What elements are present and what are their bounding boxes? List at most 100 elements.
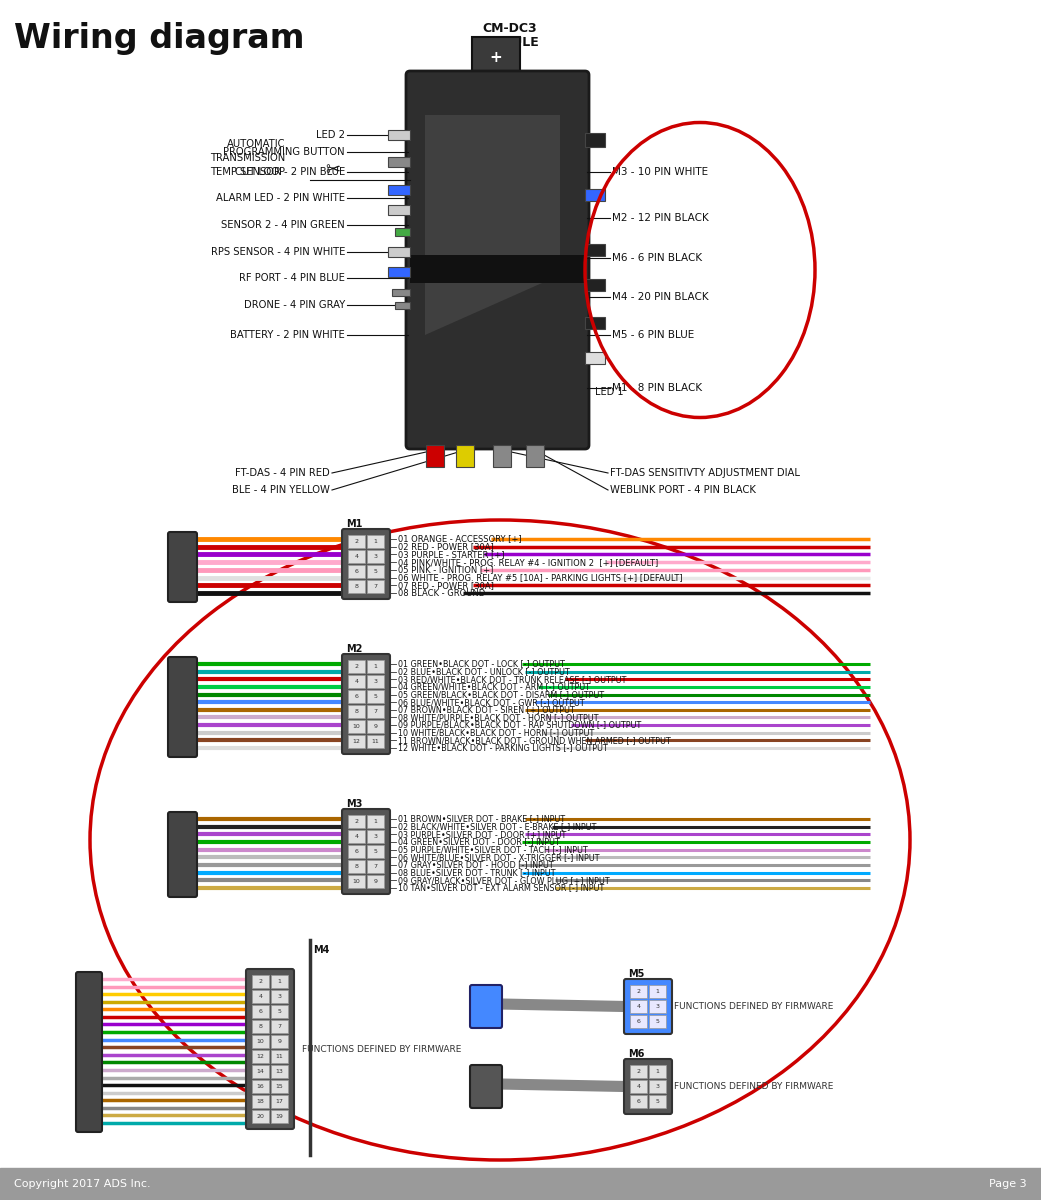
Text: M4: M4 — [313, 946, 329, 955]
Text: 5: 5 — [656, 1019, 659, 1024]
Text: Page 3: Page 3 — [989, 1178, 1027, 1189]
Text: M1: M1 — [346, 518, 362, 529]
Text: 6: 6 — [355, 850, 358, 854]
Bar — [271, 1094, 288, 1108]
Text: FUNCTIONS DEFINED BY FIRMWARE: FUNCTIONS DEFINED BY FIRMWARE — [674, 1082, 834, 1091]
Text: 06 WHITE - PROG. RELAY #5 [10A] - PARKING LIGHTS [+] [DEFAULT]: 06 WHITE - PROG. RELAY #5 [10A] - PARKIN… — [398, 574, 683, 582]
Text: M6: M6 — [628, 1049, 644, 1058]
FancyBboxPatch shape — [246, 970, 294, 1129]
Text: 5: 5 — [656, 1099, 659, 1104]
FancyBboxPatch shape — [342, 654, 390, 754]
Bar — [367, 734, 384, 748]
Text: FT-DAS - 4 PIN RED: FT-DAS - 4 PIN RED — [235, 468, 330, 478]
Text: 18: 18 — [257, 1099, 264, 1104]
Text: 11 BROWN/BLACK•BLACK DOT - GROUND WHEN ARMED [-] OUTPUT: 11 BROWN/BLACK•BLACK DOT - GROUND WHEN A… — [398, 736, 670, 745]
Bar — [649, 985, 666, 998]
Text: 05 GREEN/BLACK•BLACK DOT - DISARM [-] OUTPUT: 05 GREEN/BLACK•BLACK DOT - DISARM [-] OU… — [398, 690, 604, 700]
Bar — [348, 580, 365, 593]
Text: Wiring diagram: Wiring diagram — [14, 22, 305, 55]
Bar — [388, 185, 410, 194]
Text: CM-DC3: CM-DC3 — [483, 22, 537, 35]
Text: AUTOMATIC
TRANSMISSION
CUT LOOP: AUTOMATIC TRANSMISSION CUT LOOP — [209, 139, 285, 176]
Bar — [348, 660, 365, 673]
Bar — [585, 278, 605, 290]
Text: 11: 11 — [276, 1054, 283, 1058]
Bar — [395, 228, 410, 236]
Text: 02 RED - POWER [30A]: 02 RED - POWER [30A] — [398, 542, 493, 551]
Text: 10: 10 — [257, 1039, 264, 1044]
Bar — [585, 352, 605, 364]
Text: 01 BROWN•SILVER DOT - BRAKE [-] INPUT: 01 BROWN•SILVER DOT - BRAKE [-] INPUT — [398, 815, 565, 823]
Bar — [367, 845, 384, 858]
Bar — [367, 535, 384, 548]
Text: BLE - 4 PIN YELLOW: BLE - 4 PIN YELLOW — [232, 485, 330, 494]
Text: RF PORT - 4 PIN BLUE: RF PORT - 4 PIN BLUE — [239, 272, 345, 283]
Text: 10: 10 — [353, 724, 360, 728]
Text: 6: 6 — [258, 1009, 262, 1014]
Text: 5: 5 — [374, 850, 378, 854]
Text: 7: 7 — [374, 584, 378, 589]
Bar — [252, 1110, 269, 1123]
FancyBboxPatch shape — [406, 71, 589, 449]
Text: 6: 6 — [355, 569, 358, 574]
Bar — [348, 734, 365, 748]
Bar — [630, 1066, 648, 1078]
Text: LED 2: LED 2 — [316, 130, 345, 140]
Bar — [348, 535, 365, 548]
Bar — [252, 1020, 269, 1033]
Text: 1: 1 — [374, 539, 378, 544]
Text: 02 BLUE•BLACK DOT - UNLOCK [-] OUTPUT: 02 BLUE•BLACK DOT - UNLOCK [-] OUTPUT — [398, 667, 569, 676]
FancyBboxPatch shape — [168, 532, 197, 602]
Text: 4: 4 — [636, 1004, 640, 1009]
Bar — [493, 445, 511, 467]
Bar — [367, 875, 384, 888]
Bar — [252, 974, 269, 988]
Text: 04 PINK/WHITE - PROG. RELAY #4 - IGNITION 2  [+] [DEFAULT]: 04 PINK/WHITE - PROG. RELAY #4 - IGNITIO… — [398, 558, 658, 566]
Bar — [252, 1006, 269, 1018]
Bar — [348, 860, 365, 874]
FancyBboxPatch shape — [342, 529, 390, 599]
Text: 7: 7 — [374, 864, 378, 869]
Bar — [271, 974, 288, 988]
Text: M3: M3 — [346, 799, 362, 809]
Text: 2: 2 — [636, 989, 640, 994]
Bar — [388, 205, 410, 215]
FancyBboxPatch shape — [342, 809, 390, 894]
Bar — [252, 990, 269, 1003]
Text: 07 BROWN•BLACK DOT - SIREN [+] OUTPUT: 07 BROWN•BLACK DOT - SIREN [+] OUTPUT — [398, 706, 575, 714]
Bar — [271, 1050, 288, 1063]
Text: 09 GRAY/BLACK•SILVER DOT - GLOW PLUG [+] INPUT: 09 GRAY/BLACK•SILVER DOT - GLOW PLUG [+]… — [398, 876, 610, 884]
Text: 05 PINK - IGNITION [+]: 05 PINK - IGNITION [+] — [398, 565, 493, 575]
Text: RPS SENSOR - 4 PIN WHITE: RPS SENSOR - 4 PIN WHITE — [210, 247, 345, 257]
Bar — [271, 990, 288, 1003]
Text: 1: 1 — [374, 818, 378, 824]
Text: 01 ORANGE - ACCESSORY [+]: 01 ORANGE - ACCESSORY [+] — [398, 534, 522, 544]
Text: 03 PURPLE - STARTER [+]: 03 PURPLE - STARTER [+] — [398, 550, 505, 559]
Text: 5: 5 — [374, 569, 378, 574]
Text: PROGRAMMING BUTTON: PROGRAMMING BUTTON — [224, 146, 345, 157]
Text: 2: 2 — [355, 818, 358, 824]
Text: 08 BLUE•SILVER DOT - TRUNK [-] INPUT: 08 BLUE•SILVER DOT - TRUNK [-] INPUT — [398, 868, 556, 877]
Bar — [630, 1094, 648, 1108]
Bar — [630, 1015, 648, 1028]
Text: 9: 9 — [374, 878, 378, 884]
Text: 17: 17 — [276, 1099, 283, 1104]
Bar — [388, 247, 410, 257]
Text: DRONE - 4 PIN GRAY: DRONE - 4 PIN GRAY — [244, 300, 345, 310]
Text: M5 - 6 PIN BLUE: M5 - 6 PIN BLUE — [612, 330, 694, 340]
Text: 4: 4 — [355, 679, 358, 684]
Bar — [649, 1015, 666, 1028]
Text: LED 1: LED 1 — [595, 386, 624, 397]
Bar — [410, 254, 585, 283]
Bar — [367, 674, 384, 688]
Bar — [252, 1094, 269, 1108]
Bar — [252, 1066, 269, 1078]
Bar — [271, 1066, 288, 1078]
FancyBboxPatch shape — [469, 985, 502, 1028]
Text: 09 PURPLE/BLACK•BLACK DOT - RAP SHUTDOWN [-] OUTPUT: 09 PURPLE/BLACK•BLACK DOT - RAP SHUTDOWN… — [398, 720, 641, 730]
Text: 06 BLUE/WHITE•BLACK DOT - GWR [-] OUTPUT: 06 BLUE/WHITE•BLACK DOT - GWR [-] OUTPUT — [398, 697, 585, 707]
Text: 1: 1 — [656, 1069, 659, 1074]
FancyBboxPatch shape — [168, 812, 197, 898]
Text: 2: 2 — [258, 979, 262, 984]
Text: 3: 3 — [374, 554, 378, 559]
